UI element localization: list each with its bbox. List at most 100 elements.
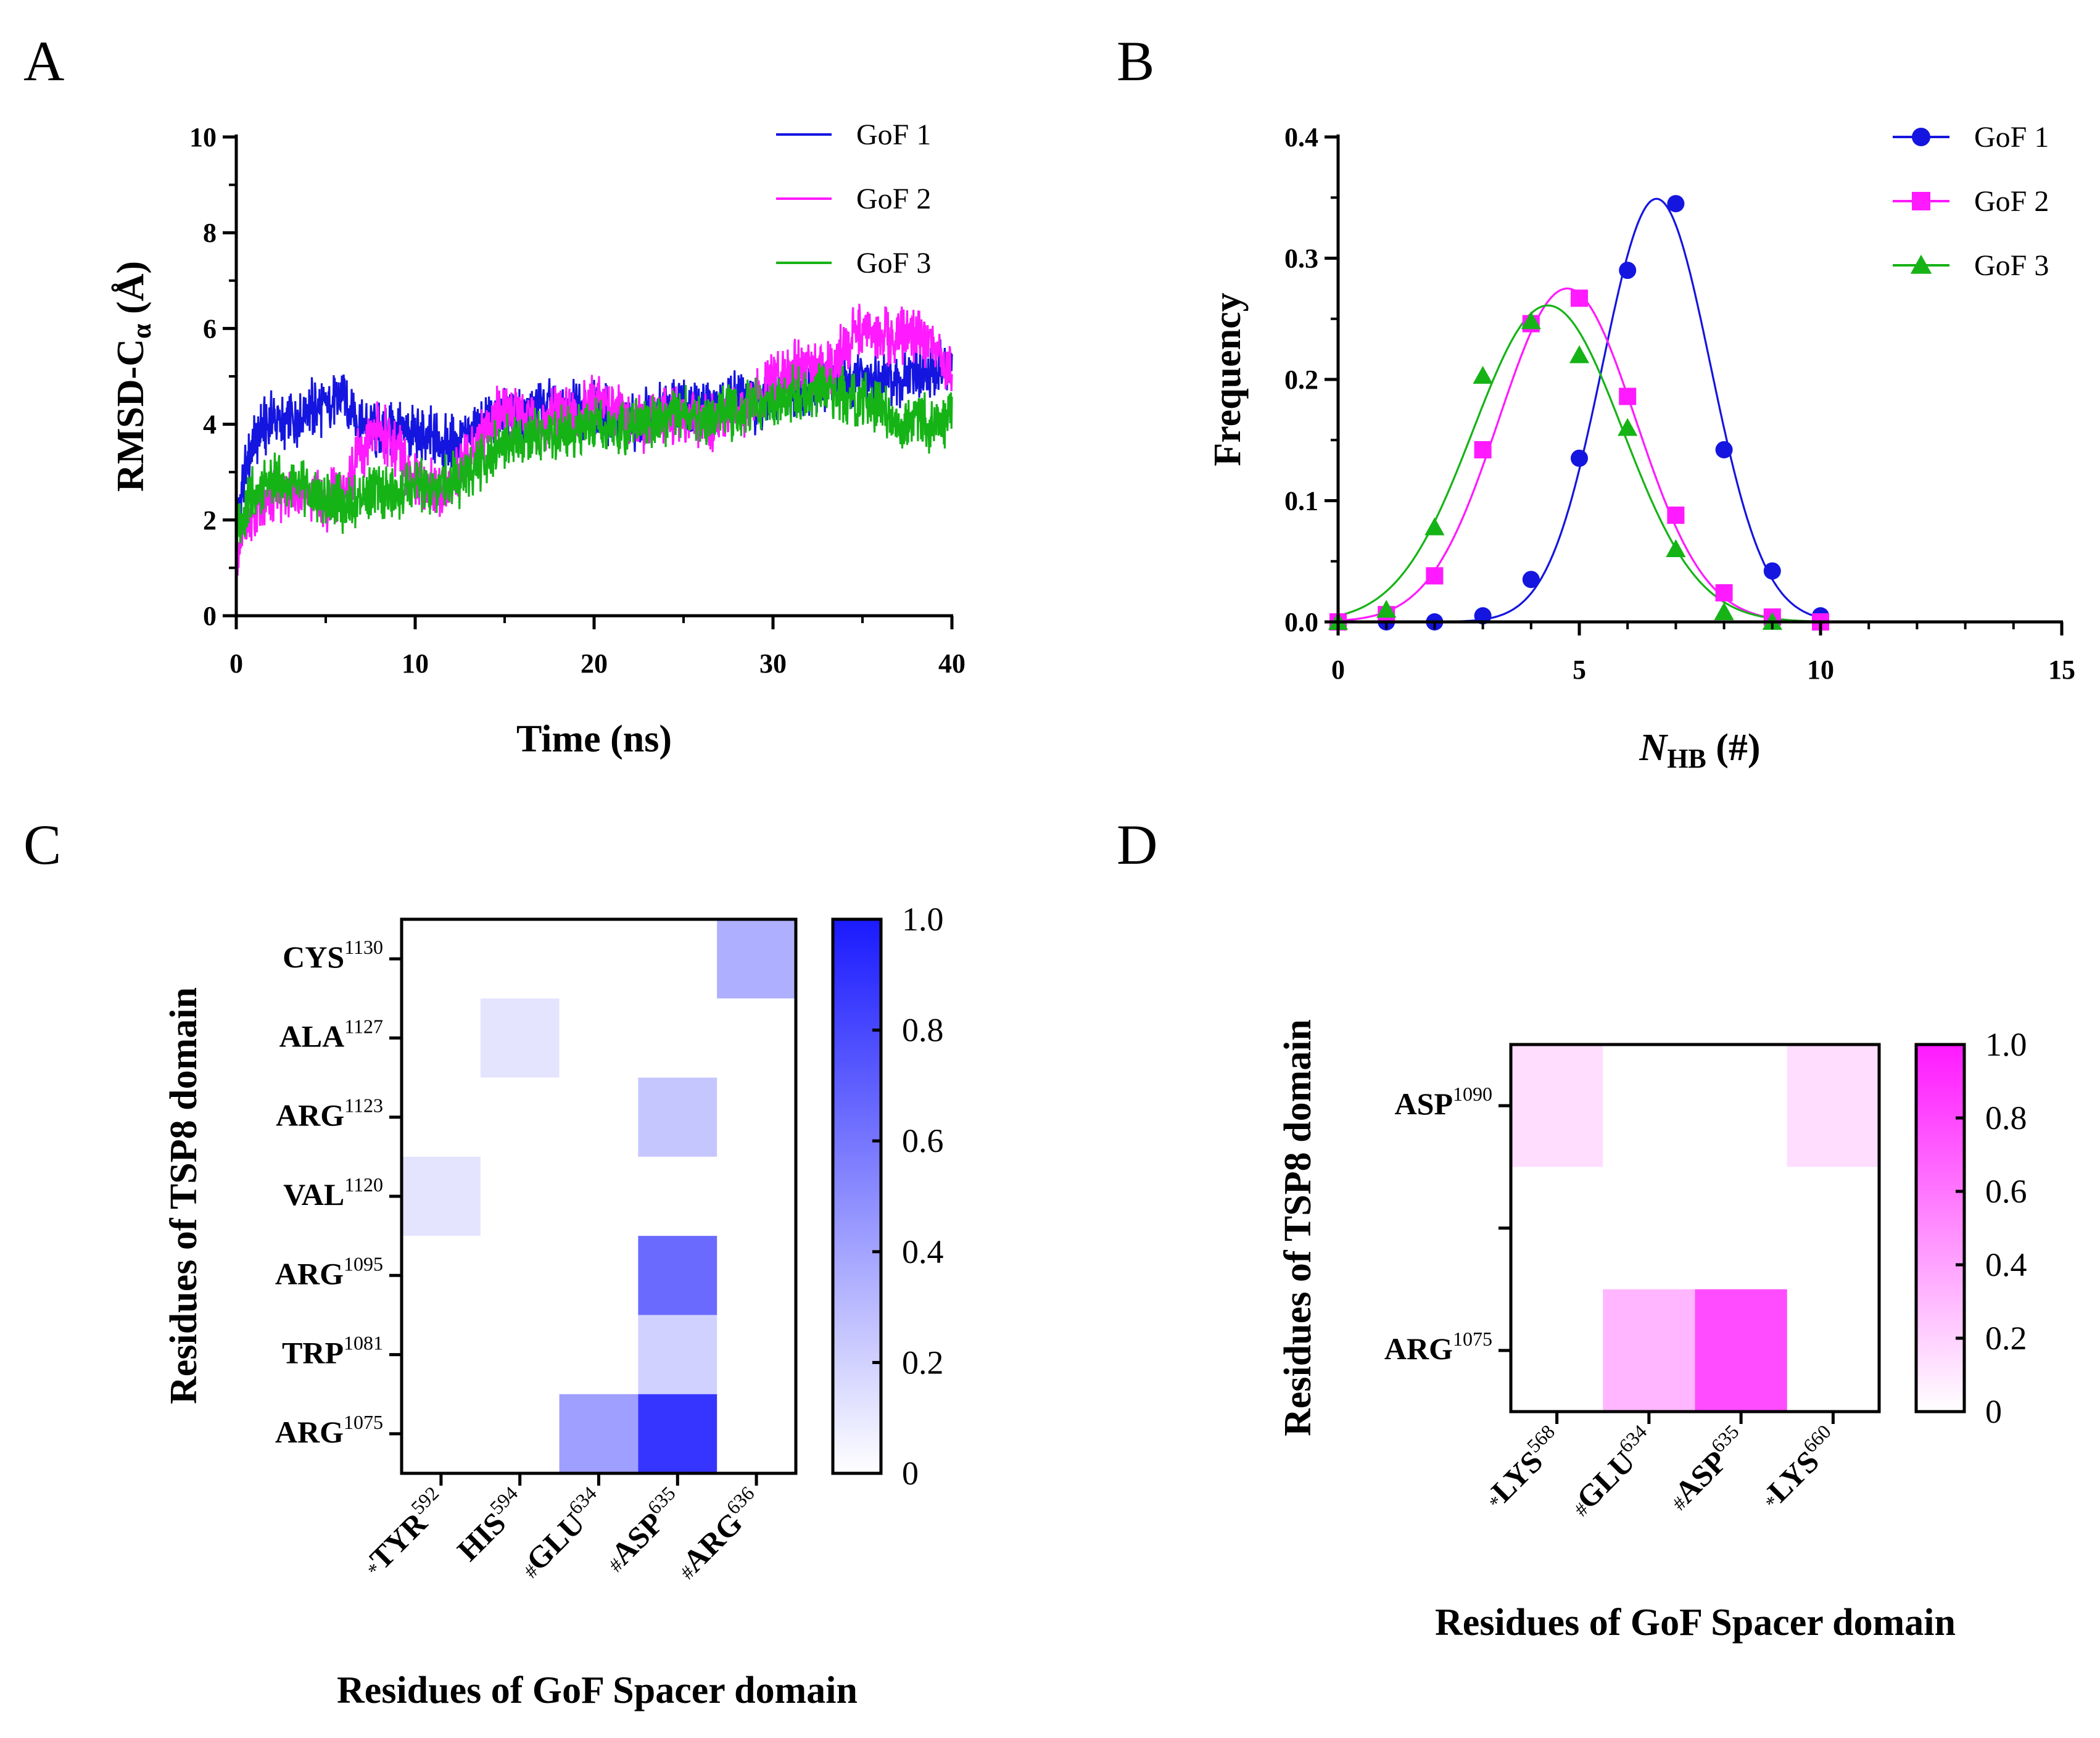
- heatmap-cell: [1787, 1045, 1879, 1167]
- panel-letter-a: A: [23, 30, 64, 93]
- panel-b-hbond-frequency-chart: 0.0 0.1 0.2 0.3 0.4 0 5 10 15 NHB (#) Frequency GoF…: [1207, 121, 2075, 774]
- y-axis-label-unit: (Å): [110, 261, 152, 324]
- x-axis-label: Residues of GoF Spacer domain: [1435, 1602, 1956, 1644]
- y-residue-number: 1127: [344, 1015, 383, 1037]
- y-residue-name: ASP: [1395, 1086, 1453, 1121]
- y-residue-label: CYS1130: [283, 936, 383, 974]
- heatmap-cell: [717, 919, 796, 999]
- data-point-gof-2: [1715, 584, 1733, 602]
- data-point-gof-3: [1569, 345, 1590, 363]
- y-residue-number: 1095: [344, 1252, 383, 1275]
- heatmap-cell: [480, 998, 560, 1078]
- colorbar-tick-label: 0: [1985, 1393, 2002, 1430]
- data-point-gof-3: [1618, 418, 1638, 436]
- y-axis-label: RMSD-Cα (Å): [110, 261, 157, 492]
- panel-a-rmsd-chart: 0 2 4 6 8 10 0 10 20 30 40 Time (ns) RMSD-Cα (Å) GoF …: [110, 118, 965, 760]
- data-point-gof-2: [1426, 567, 1444, 585]
- y-residue-label: ARG1095: [275, 1252, 383, 1291]
- y-axis-label: Frequency: [1207, 292, 1249, 466]
- y-tick-label: 0.2: [1284, 365, 1318, 395]
- x-residue-label: #ARG636: [666, 1482, 770, 1586]
- x-residue-label: #GLU634: [1560, 1420, 1663, 1523]
- y-residue-name: VAL: [283, 1177, 344, 1212]
- y-axis-label: Residues of TSP8 domain: [1277, 1019, 1319, 1436]
- data-point-gof-1: [1571, 449, 1588, 467]
- y-residue-number: 1081: [344, 1332, 383, 1354]
- y-residue-number: 1120: [344, 1173, 383, 1196]
- x-axis-label-subscript: HB: [1667, 743, 1706, 774]
- y-tick-label: 0.4: [1284, 122, 1318, 152]
- y-tick-label: 0.3: [1284, 244, 1318, 274]
- legend-label: GoF 1: [856, 118, 931, 151]
- data-point-gof-3: [1376, 600, 1397, 618]
- colorbar-tick-label: 1.0: [902, 901, 944, 938]
- x-residue-label: #GLU634: [510, 1482, 613, 1584]
- y-residue-name: ARG: [276, 1098, 344, 1133]
- x-residue-label: *LYS660: [1751, 1420, 1847, 1516]
- data-point-gof-3: [1424, 517, 1445, 536]
- x-residue-label: *LYS568: [1475, 1420, 1571, 1516]
- data-point-gof-3: [1473, 366, 1493, 384]
- y-axis-label-main: RMSD-C: [110, 339, 152, 492]
- y-residue-name: ALA: [279, 1019, 345, 1053]
- x-axis-label-main: N: [1639, 727, 1668, 769]
- colorbar: [1914, 1043, 1966, 1413]
- x-tick-label: 20: [581, 648, 608, 679]
- heatmap-cell: [638, 1236, 717, 1315]
- data-point-gof-1: [1474, 607, 1492, 625]
- panel-letter-b: B: [1117, 30, 1154, 93]
- y-residue-number: 1130: [344, 936, 383, 958]
- legend-marker: [1912, 128, 1930, 146]
- x-tick-label: 15: [2048, 655, 2075, 685]
- y-axis-label: Residues of TSP8 domain: [163, 987, 205, 1404]
- y-residue-label: ALA1127: [279, 1015, 383, 1053]
- y-residue-name: ARG: [275, 1415, 344, 1449]
- colorbar-tick-label: 0: [902, 1455, 919, 1492]
- y-residue-label: ASP1090: [1395, 1083, 1492, 1121]
- y-residue-label: ARG1075: [275, 1411, 383, 1449]
- y-tick-label: 0: [203, 601, 217, 631]
- y-residue-label: VAL1120: [283, 1173, 383, 1212]
- colorbar-tick-label: 0.2: [1985, 1320, 2027, 1357]
- heatmap-cell: [1603, 1289, 1695, 1412]
- data-point-gof-1: [1522, 571, 1540, 589]
- x-residue-label: #ASP635: [595, 1482, 691, 1578]
- y-residue-name: CYS: [283, 940, 344, 974]
- y-residue-label: ARG1075: [1384, 1328, 1492, 1366]
- y-residue-name: ARG: [275, 1256, 344, 1291]
- data-point-gof-2: [1667, 507, 1685, 524]
- data-point-gof-2: [1619, 387, 1637, 405]
- y-tick-label: 8: [203, 218, 217, 248]
- y-tick-label: 2: [203, 505, 217, 536]
- fit-curve-gof-3: [1337, 304, 1821, 623]
- colorbar-tick-label: 0.6: [902, 1122, 944, 1159]
- x-axis-label-unit: (#): [1706, 727, 1761, 769]
- heatmap-cell: [559, 1394, 639, 1473]
- x-tick-label: 10: [1807, 655, 1834, 685]
- data-point-gof-2: [1571, 289, 1588, 307]
- heatmap-cell: [1695, 1289, 1787, 1412]
- x-residue-label: HIS594: [448, 1482, 534, 1568]
- data-point-gof-1: [1619, 262, 1637, 279]
- data-point-gof-3: [1666, 539, 1686, 557]
- y-residue-number: 1090: [1453, 1083, 1492, 1105]
- y-residue-name: TRP: [282, 1336, 344, 1370]
- panel-letter-c: C: [23, 813, 61, 876]
- x-tick-label: 0: [229, 648, 243, 679]
- legend-label: GoF 2: [1974, 185, 2049, 218]
- x-axis-label: NHB (#): [1639, 727, 1760, 774]
- heatmap-cell: [402, 1156, 481, 1236]
- fit-curve-gof-1: [1338, 197, 1821, 623]
- x-tick-label: 5: [1573, 655, 1586, 685]
- data-point-gof-1: [1763, 562, 1781, 580]
- x-tick-label: 10: [402, 648, 429, 679]
- legend-label: GoF 3: [856, 247, 931, 279]
- y-tick-label: 0.0: [1284, 607, 1318, 637]
- x-residue-label: *TYR592: [353, 1482, 455, 1583]
- legend-marker: [1912, 192, 1930, 210]
- colorbar-tick-label: 0.8: [902, 1012, 944, 1049]
- legend-label: GoF 2: [856, 183, 931, 215]
- series-line-gof-3: [235, 363, 953, 552]
- x-tick-label: 0: [1331, 655, 1345, 685]
